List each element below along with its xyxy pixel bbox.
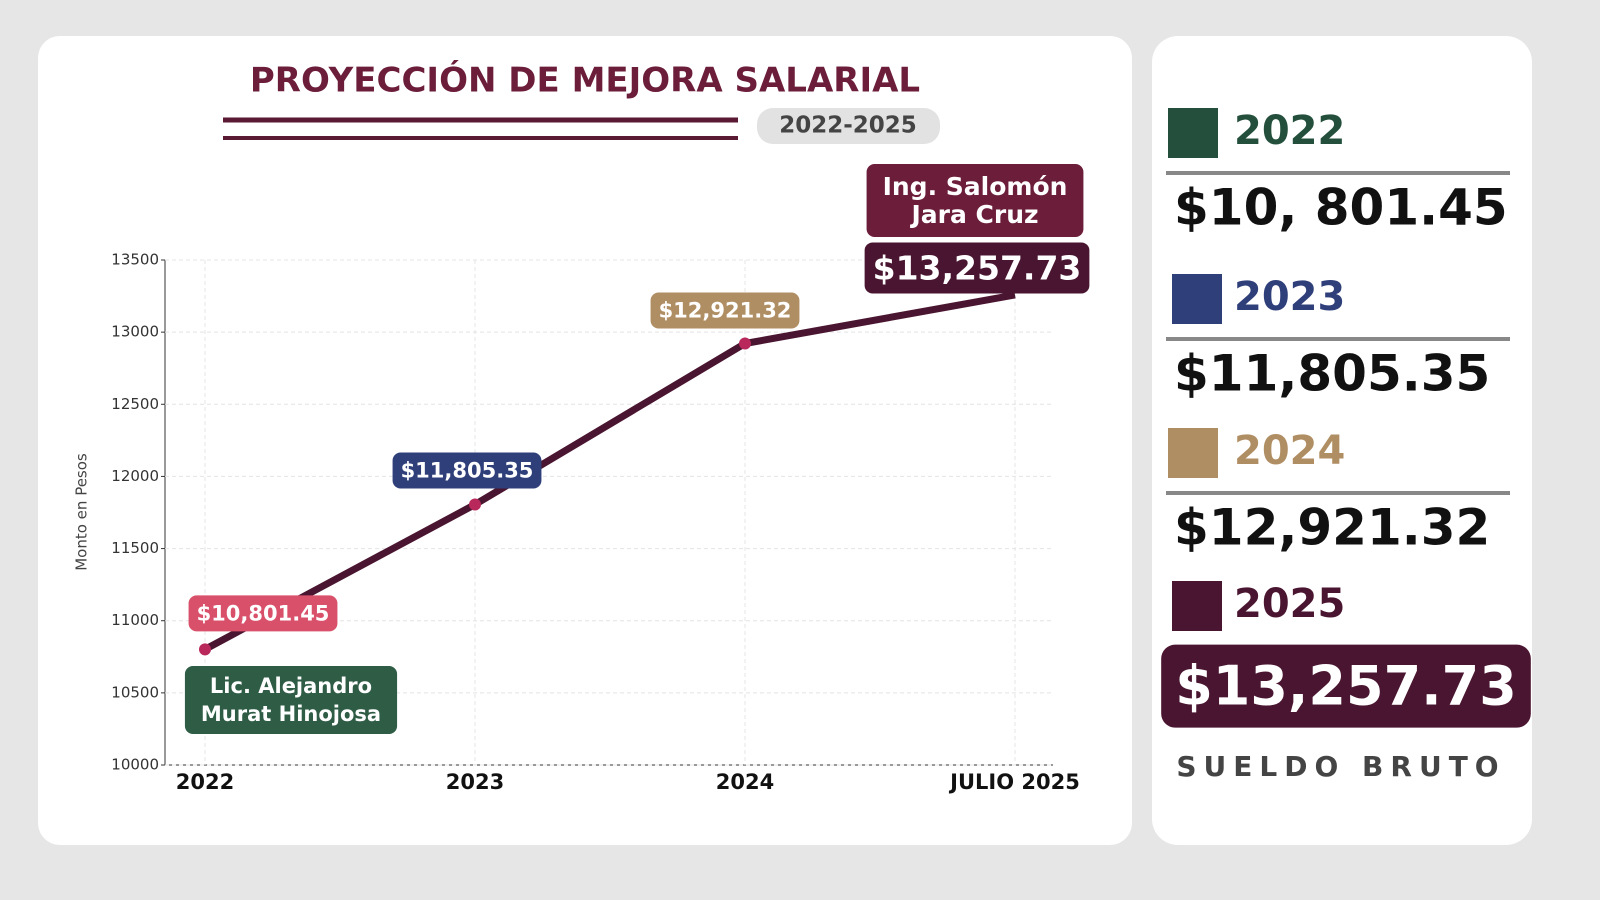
chart-title: PROYECCIÓN DE MEJORA SALARIAL: [250, 60, 920, 101]
year-label: 2025: [1234, 581, 1345, 627]
x-tick-label: 2024: [716, 770, 774, 794]
y-tick-label: 12000: [111, 467, 159, 485]
y-tick-label: 11500: [111, 539, 159, 557]
value-label-bg: [650, 292, 800, 329]
annotation-text: Ing. Salomón: [883, 172, 1068, 201]
year-label: 2023: [1234, 274, 1345, 320]
annotation-bg: [866, 164, 1084, 237]
chart-subtitle: 2022-2025: [779, 113, 917, 139]
salary-line: [203, 291, 1016, 653]
x-tick-label: JULIO 2025: [948, 770, 1080, 794]
annotation-text: Lic. Alejandro: [210, 674, 372, 698]
value-label: $10,801.45: [197, 601, 330, 625]
amount-bg: [1161, 644, 1531, 728]
x-tick-label: 2023: [446, 770, 504, 794]
y-axis-label: Monto en Pesos: [73, 453, 91, 571]
subtitle-pill: [757, 108, 940, 144]
year-swatch: [1172, 274, 1222, 324]
value-label-bg: [392, 452, 542, 489]
y-tick-label: 13500: [111, 251, 159, 269]
annotation-bg: [184, 666, 398, 734]
amount: $11,805.35: [1174, 345, 1490, 403]
footer: SUELDO BRUTO: [1176, 750, 1505, 783]
value-label: $11,805.35: [401, 459, 534, 483]
y-tick-label: 11000: [111, 611, 159, 629]
annotation-text: Murat Hinojosa: [201, 702, 381, 726]
amount: $12,921.32: [1174, 499, 1490, 557]
y-tick-label: 12500: [111, 395, 159, 413]
year-swatch: [1168, 428, 1218, 478]
year-label: 2022: [1234, 108, 1345, 154]
side-card: [1152, 36, 1532, 845]
amount: $13,257.73: [1175, 655, 1517, 718]
value-label-bg: [864, 242, 1090, 294]
annotation-text: Jara Cruz: [909, 200, 1038, 229]
year-swatch: [1168, 108, 1218, 158]
value-label: $13,257.73: [873, 248, 1082, 287]
y-tick-label: 10000: [111, 756, 159, 774]
amount: $10, 801.45: [1174, 179, 1508, 237]
y-tick-label: 10500: [111, 683, 159, 701]
point: [739, 337, 751, 350]
y-tick-label: 13000: [111, 323, 159, 341]
value-label-bg: [188, 595, 338, 632]
year-swatch: [1172, 581, 1222, 631]
value-label: $12,921.32: [659, 298, 792, 322]
year-label: 2024: [1234, 428, 1345, 474]
x-tick-label: 2022: [176, 770, 234, 794]
point: [469, 498, 481, 511]
point: [199, 643, 211, 656]
